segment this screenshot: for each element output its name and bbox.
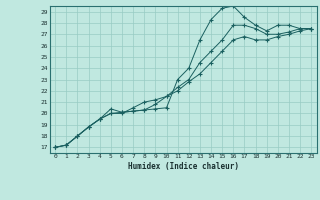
X-axis label: Humidex (Indice chaleur): Humidex (Indice chaleur) bbox=[128, 162, 239, 171]
